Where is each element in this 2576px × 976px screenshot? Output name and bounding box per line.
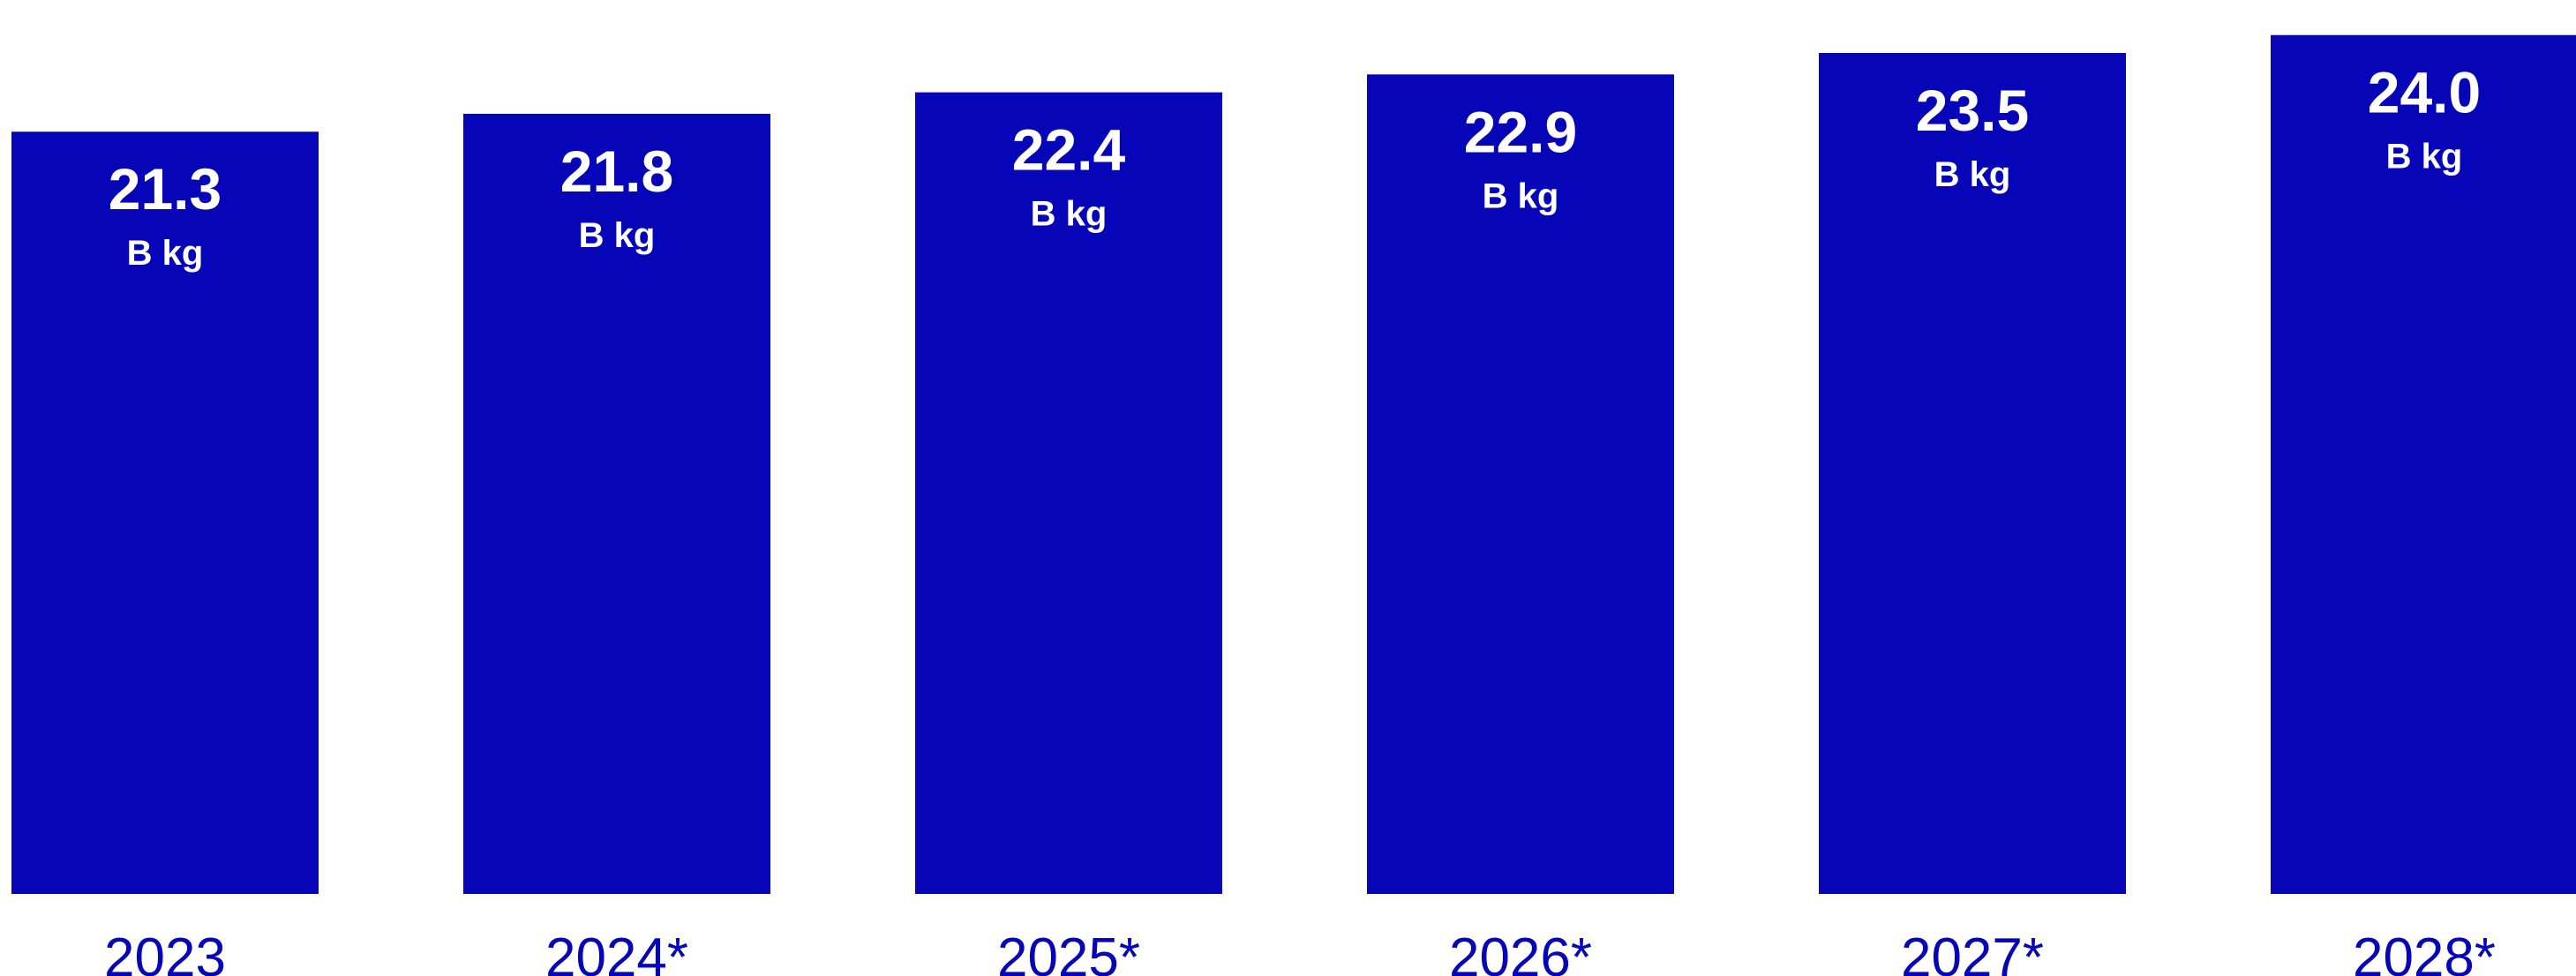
bar-2023 bbox=[11, 131, 319, 895]
bar-unit-label: B kg bbox=[1934, 155, 2011, 194]
bar-2027 bbox=[1819, 53, 2126, 894]
bar-2028 bbox=[2271, 34, 2576, 894]
bar-2025 bbox=[915, 92, 1222, 894]
bar-value-label: 24.0 bbox=[2368, 60, 2481, 125]
bar-value-label: 22.9 bbox=[1464, 99, 1577, 164]
bars-group: 21.3 B kg 21.8 B kg 22.4 B kg 22.9 B kg 23.5 B kg… bbox=[11, 34, 2576, 895]
x-tick-label: 2026* bbox=[1449, 927, 1592, 976]
bar-unit-label: B kg bbox=[127, 234, 204, 273]
x-tick-label: 2027* bbox=[1901, 927, 2044, 976]
bar-unit-label: B kg bbox=[2386, 138, 2463, 176]
bar-unit-label: B kg bbox=[579, 216, 656, 255]
bar-2026 bbox=[1367, 74, 1674, 895]
bar-value-label: 21.8 bbox=[560, 139, 673, 204]
x-tick-label: 2025* bbox=[997, 927, 1140, 976]
bar-value-label: 21.3 bbox=[109, 156, 222, 221]
bar-unit-label: B kg bbox=[1483, 176, 1559, 215]
bar-value-label: 22.4 bbox=[1012, 117, 1126, 183]
bar-2024 bbox=[463, 113, 770, 894]
x-tick-label: 2023 bbox=[104, 927, 226, 976]
bar-unit-label: B kg bbox=[1031, 195, 1108, 234]
x-tick-label: 2024* bbox=[545, 927, 688, 976]
x-tick-label: 2028* bbox=[2353, 927, 2496, 976]
bar-value-label: 23.5 bbox=[1916, 78, 2029, 143]
x-axis-ticks: 2023 2024* 2025* 2026* 2027* 2028* bbox=[104, 927, 2496, 976]
